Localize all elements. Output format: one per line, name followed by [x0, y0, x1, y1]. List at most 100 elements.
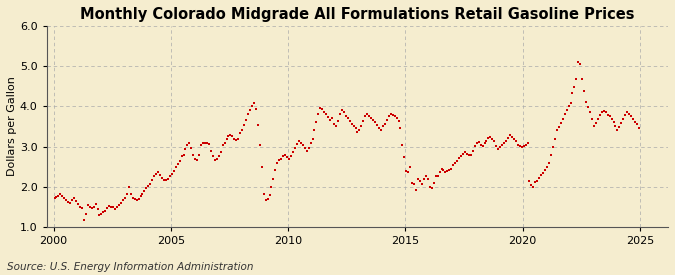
Point — [119, 196, 130, 201]
Point — [383, 114, 394, 118]
Point — [148, 174, 159, 178]
Point — [110, 206, 121, 211]
Point — [430, 174, 441, 178]
Point — [82, 203, 93, 208]
Point — [547, 145, 558, 149]
Point — [610, 123, 621, 128]
Point — [168, 169, 179, 173]
Point — [309, 128, 320, 133]
Point — [286, 154, 296, 158]
Point — [518, 144, 529, 148]
Point — [350, 126, 361, 130]
Point — [76, 206, 87, 210]
Point — [84, 204, 95, 209]
Point — [186, 146, 196, 150]
Point — [274, 158, 285, 163]
Point — [485, 134, 495, 139]
Point — [231, 138, 242, 142]
Point — [133, 197, 144, 201]
Point — [135, 194, 146, 199]
Point — [151, 171, 161, 176]
Point — [403, 170, 414, 175]
Point — [423, 177, 433, 181]
Point — [399, 155, 410, 160]
Point — [311, 120, 322, 125]
Point — [495, 145, 506, 149]
Point — [167, 171, 178, 176]
Point — [460, 150, 470, 154]
Point — [385, 112, 396, 117]
Point — [429, 181, 439, 185]
Point — [165, 174, 176, 178]
Point — [124, 185, 134, 189]
Point — [418, 177, 429, 181]
Point — [344, 119, 355, 123]
Point — [477, 144, 488, 148]
Point — [536, 173, 547, 177]
Point — [184, 140, 195, 145]
Point — [587, 117, 597, 121]
Point — [608, 119, 619, 124]
Point — [59, 196, 70, 200]
Point — [489, 138, 500, 143]
Point — [600, 110, 611, 115]
Point — [126, 191, 136, 196]
Point — [589, 123, 599, 128]
Point — [336, 108, 347, 112]
Point — [157, 175, 167, 180]
Point — [215, 150, 226, 154]
Point — [452, 158, 462, 163]
Point — [329, 122, 340, 126]
Point — [522, 141, 533, 145]
Point — [317, 107, 327, 111]
Title: Monthly Colorado Midgrade All Formulations Retail Gasoline Prices: Monthly Colorado Midgrade All Formulatio… — [80, 7, 634, 22]
Point — [270, 167, 281, 172]
Point — [458, 152, 468, 156]
Point — [145, 182, 156, 186]
Point — [55, 192, 65, 196]
Point — [366, 116, 377, 121]
Point — [442, 169, 453, 173]
Point — [348, 124, 359, 129]
Point — [436, 166, 447, 171]
Point — [368, 118, 379, 122]
Point — [467, 149, 478, 153]
Point — [292, 142, 302, 146]
Point — [111, 205, 122, 209]
Point — [61, 198, 72, 202]
Point — [259, 191, 269, 196]
Point — [616, 121, 626, 125]
Point — [223, 134, 234, 138]
Point — [178, 152, 189, 157]
Point — [71, 199, 82, 204]
Point — [205, 148, 216, 153]
Point — [252, 123, 263, 127]
Point — [63, 199, 74, 204]
Point — [235, 131, 246, 136]
Point — [497, 142, 508, 147]
Point — [200, 140, 211, 145]
Point — [575, 62, 586, 66]
Point — [49, 196, 60, 201]
Point — [479, 141, 490, 145]
Point — [266, 185, 277, 189]
Point — [108, 205, 119, 210]
Point — [340, 114, 351, 118]
Point — [448, 163, 458, 167]
Point — [381, 118, 392, 122]
Point — [597, 110, 608, 115]
Point — [630, 119, 641, 124]
Point — [440, 169, 451, 174]
Point — [364, 114, 375, 118]
Point — [147, 178, 158, 183]
Point — [532, 178, 543, 183]
Point — [244, 108, 255, 112]
Point — [405, 164, 416, 169]
Point — [456, 154, 466, 158]
Point — [352, 130, 363, 134]
Point — [373, 126, 384, 130]
Y-axis label: Dollars per Gallon: Dollars per Gallon — [7, 76, 17, 176]
Point — [221, 137, 232, 142]
Point — [624, 111, 634, 116]
Point — [276, 156, 287, 161]
